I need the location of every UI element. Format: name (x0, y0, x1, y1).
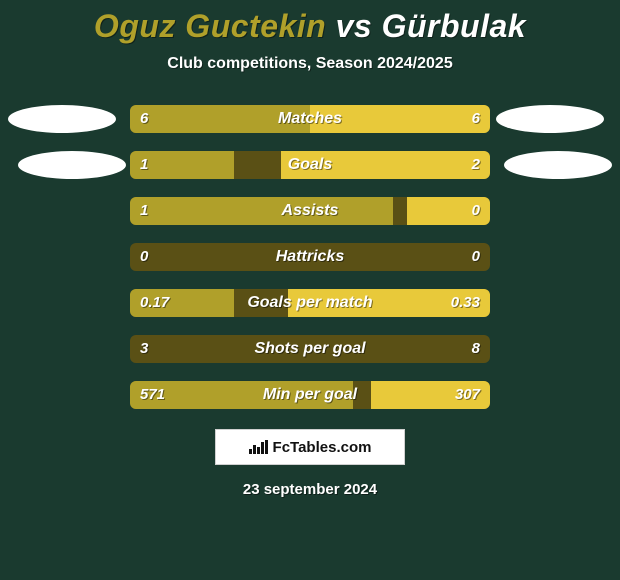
player2-bar (281, 151, 490, 179)
stat-row: 12Goals (130, 151, 490, 179)
subtitle: Club competitions, Season 2024/2025 (0, 55, 620, 73)
vs-text: vs (336, 8, 382, 44)
player1-name: Oguz Guctekin (94, 8, 336, 44)
player1-value: 0.17 (130, 289, 179, 317)
player1-value: 1 (130, 151, 158, 179)
player1-value: 1 (130, 197, 158, 225)
player1-value: 3 (130, 335, 158, 363)
bar-chart-icon (249, 440, 267, 454)
stat-row: 3 8Shots per goal (130, 335, 490, 363)
player2-value: 307 (445, 381, 490, 409)
stat-row: 0 0Hattricks (130, 243, 490, 271)
stat-row: 66Matches (130, 105, 490, 133)
decorative-ellipse (496, 105, 604, 133)
decorative-ellipse (504, 151, 612, 179)
stat-row: 0.170.33Goals per match (130, 289, 490, 317)
player2-value: 6 (462, 105, 490, 133)
player1-value: 0 (130, 243, 158, 271)
comparison-infographic: Oguz Guctekin vs Gürbulak Club competiti… (0, 0, 620, 580)
decorative-ellipse (8, 105, 116, 133)
player1-bar (130, 197, 393, 225)
player1-value: 6 (130, 105, 158, 133)
player2-value: 0 (462, 197, 490, 225)
page-title: Oguz Guctekin vs Gürbulak (0, 0, 620, 45)
footer-brand-text: FcTables.com (273, 439, 372, 456)
stat-row: 571307Min per goal (130, 381, 490, 409)
player2-value: 8 (462, 335, 490, 363)
decorative-ellipse (18, 151, 126, 179)
player2-value: 2 (462, 151, 490, 179)
metric-label: Hattricks (130, 243, 490, 271)
footer-date: 23 september 2024 (0, 481, 620, 498)
player1-value: 571 (130, 381, 175, 409)
metric-label: Shots per goal (130, 335, 490, 363)
footer-brand-box: FcTables.com (215, 429, 405, 465)
stat-row: 10Assists (130, 197, 490, 225)
player2-value: 0.33 (441, 289, 490, 317)
player2-value: 0 (462, 243, 490, 271)
player2-name: Gürbulak (382, 8, 526, 44)
chart-area: 66Matches12Goals10Assists00Hattricks0.17… (0, 105, 620, 409)
